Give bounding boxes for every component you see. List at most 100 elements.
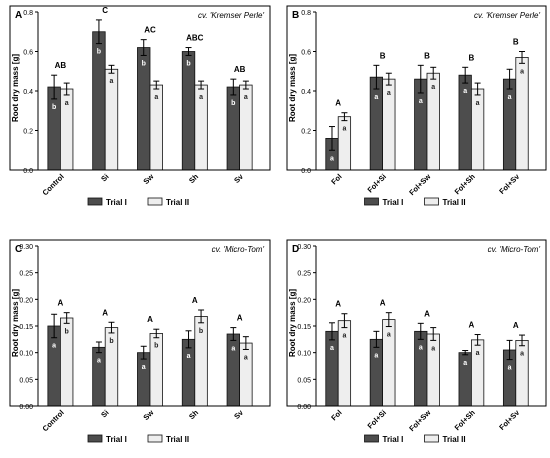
legend-swatch-trial1 [364, 434, 379, 443]
x-tick-label: Fol+Si [366, 172, 388, 194]
bar-letter: a [110, 78, 114, 85]
legend-label-trial1: Trial I [106, 435, 127, 444]
bar-trial1 [181, 51, 196, 171]
x-tick-label: Fol+Sh [453, 408, 477, 432]
y-tick-label: 0.10 [297, 351, 311, 358]
panel-letter: A [15, 10, 22, 21]
x-tick-label: Fol+Sv [497, 171, 521, 195]
group-letter: A [424, 309, 430, 318]
bar-trial1 [181, 338, 196, 407]
x-tick-label: Sv [232, 171, 245, 184]
bar-letter: a [374, 352, 378, 359]
y-tick-label: 0.20 [19, 297, 33, 304]
x-tick-label: Fol [329, 172, 343, 186]
bar-letter: b [109, 338, 113, 345]
y-tick-label: 0.30 [297, 244, 311, 251]
group-letter: A [192, 296, 198, 305]
y-tick-label: 0.6 [23, 50, 33, 57]
group-letter: B [513, 38, 519, 47]
group-letter: A [335, 99, 341, 108]
legend-label-trial2: Trial II [166, 435, 189, 444]
bar-letter: a [520, 68, 524, 75]
bar-letter: b [154, 343, 158, 350]
bar-letter: a [97, 358, 101, 365]
x-tick-label: Fol [329, 408, 343, 422]
y-tick-label: 0.25 [19, 271, 33, 278]
y-tick-label: 0.05 [19, 377, 33, 384]
bar-letter: a [419, 344, 423, 351]
group-letter: B [469, 53, 475, 62]
bar-letter: a [431, 345, 435, 352]
cultivar-label: cv. 'Micro-Tom' [488, 245, 541, 254]
bar-letter: a [374, 94, 378, 101]
panel-letter: B [292, 10, 299, 21]
legend: Trial I Trial II [87, 197, 189, 207]
bar-trial1 [137, 352, 151, 407]
bar-trial1 [502, 78, 517, 171]
legend-swatch-trial2 [147, 197, 163, 206]
x-tick-label: Fol+Sv [497, 407, 521, 431]
legend-label-trial1: Trial I [383, 435, 404, 444]
bar-letter: a [508, 365, 512, 372]
bar-letter: a [463, 360, 467, 367]
bar-letter: b [199, 328, 203, 335]
group-letter: A [147, 315, 153, 324]
group-letter: B [380, 51, 386, 60]
bar-letter: a [387, 90, 391, 97]
x-tick-label: Sv [232, 407, 245, 420]
bar-letter: a [65, 100, 69, 107]
legend-label-trial2: Trial II [166, 198, 189, 207]
bar-trial1 [369, 76, 383, 171]
y-tick-label: 0.4 [23, 89, 33, 96]
bar-letter: a [342, 126, 346, 133]
legend-label-trial1: Trial I [383, 198, 404, 207]
group-letter: A [102, 308, 108, 317]
y-tick-label: 0.0 [301, 168, 311, 175]
bar-letter: a [476, 350, 480, 357]
bar-letter: b [52, 104, 56, 111]
y-tick-label: 0.00 [19, 404, 33, 411]
bar-letter: b [186, 60, 190, 67]
x-tick-label: Si [99, 408, 110, 419]
panel-letter: C [15, 244, 22, 255]
bar-letter: a [142, 364, 146, 371]
bar-letter: a [330, 345, 334, 352]
x-tick-label: Fol+Sw [407, 408, 432, 433]
y-tick-label: 0.15 [19, 324, 33, 331]
y-tick-label: 0.6 [301, 50, 311, 57]
y-tick-label: 0.30 [19, 244, 33, 251]
x-tick-label: Fol+Sw [407, 172, 432, 197]
bar-trial1 [47, 86, 61, 171]
bar-letter: b [65, 328, 69, 335]
y-tick-label: 0.2 [23, 129, 33, 136]
bar-trial1 [414, 330, 428, 407]
x-tick-label: Fol+Si [366, 408, 388, 430]
y-tick-label: 0.0 [23, 168, 33, 175]
x-tick-label: Sh [187, 172, 200, 185]
group-letter: B [424, 51, 430, 60]
legend-label-trial2: Trial II [443, 198, 466, 207]
x-tick-label: Sh [187, 408, 200, 421]
bar-letter: b [97, 49, 101, 56]
group-letter: A [380, 299, 386, 308]
group-letter: ABC [186, 34, 204, 43]
bar-letter: a [520, 351, 524, 358]
x-tick-label: Sw [141, 172, 155, 186]
legend: Trial I Trial II [87, 434, 189, 444]
group-letter: A [513, 321, 519, 330]
y-axis-label: Root dry mass [g] [288, 289, 297, 357]
x-tick-label: Control [41, 172, 66, 197]
bar-trial1 [369, 338, 383, 407]
group-letter: A [237, 314, 243, 323]
bar-letter: a [431, 84, 435, 91]
x-tick-label: Fol+Sh [453, 172, 477, 196]
legend-swatch-trial1 [87, 197, 103, 206]
bar-letter: a [187, 353, 191, 360]
bar-letter: a [330, 155, 334, 162]
cultivar-label: cv. 'Micro-Tom' [212, 245, 265, 254]
bar-letter: b [142, 60, 146, 67]
